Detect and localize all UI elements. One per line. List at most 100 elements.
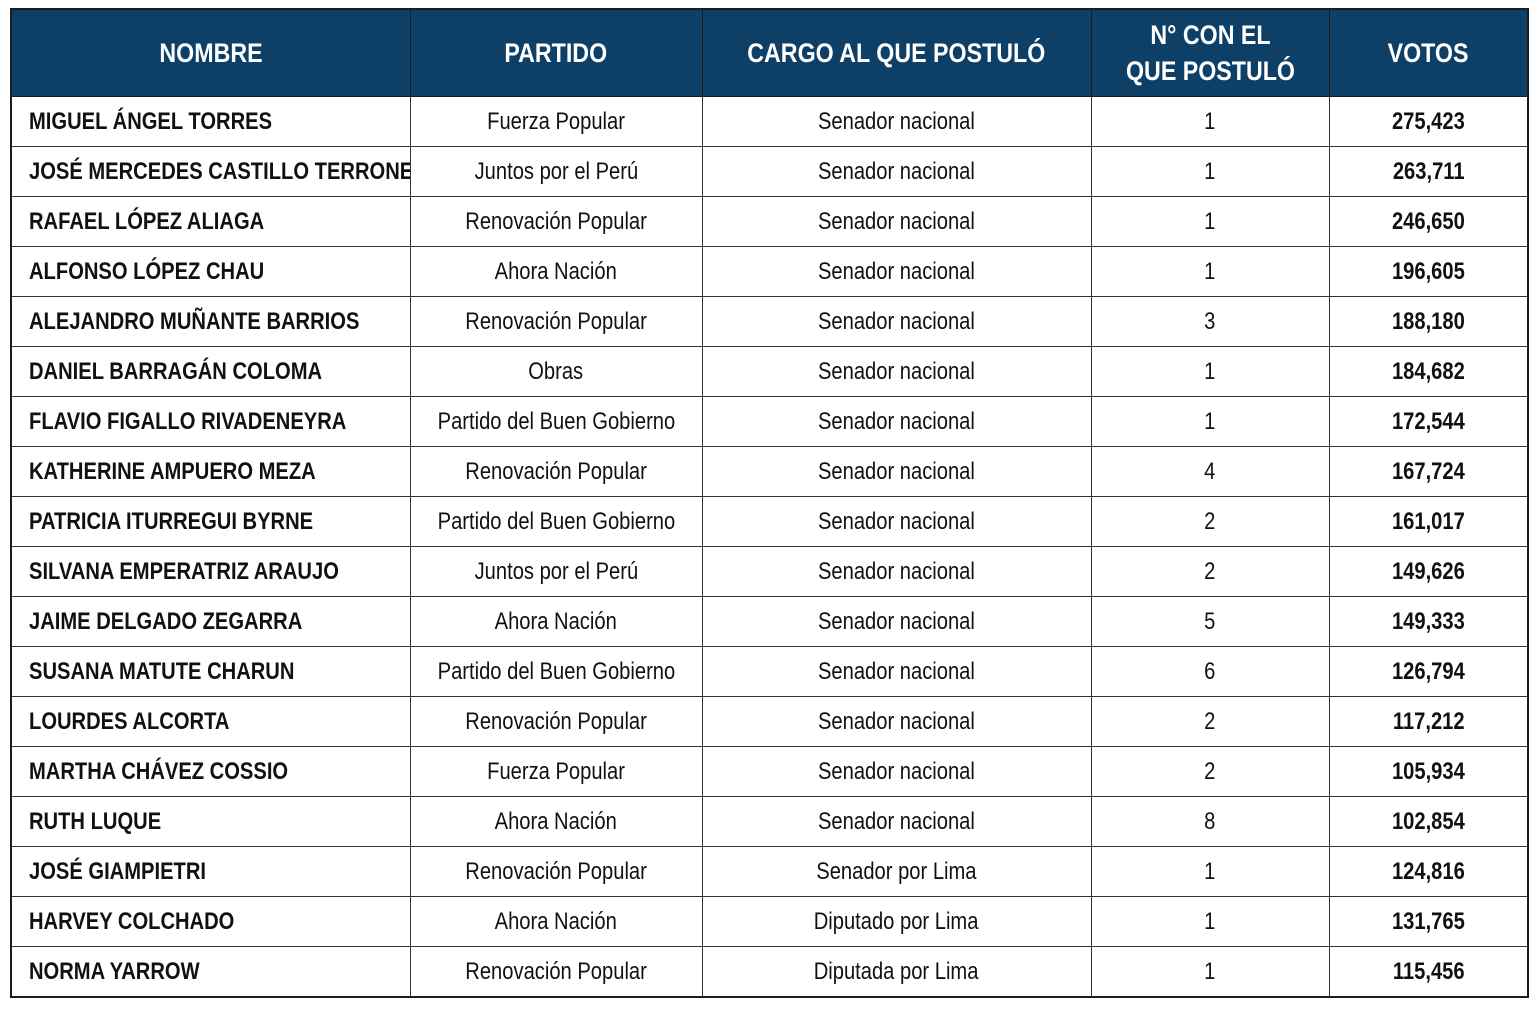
votes-cell: 105,934 bbox=[1328, 746, 1529, 797]
cell-text: Ahora Nación bbox=[494, 257, 618, 285]
header-cell: NOMBRE bbox=[10, 8, 411, 97]
cell-text: Juntos por el Perú bbox=[474, 557, 638, 585]
cell-text: Partido del Buen Gobierno bbox=[437, 507, 675, 535]
cell-text: 172,544 bbox=[1391, 407, 1465, 435]
party-cell: Renovación Popular bbox=[409, 446, 703, 497]
cell-text: SUSANA MATUTE CHARUN bbox=[29, 657, 295, 685]
cell-text: Renovación Popular bbox=[465, 707, 647, 735]
cell-text: 149,626 bbox=[1391, 557, 1465, 585]
table-row: HARVEY COLCHADO Ahora Nación Diputado por … bbox=[10, 896, 1529, 947]
table-row: JOSÉ GIAMPIETRI Renovación Popular Senador… bbox=[10, 846, 1529, 897]
votes-cell: 188,180 bbox=[1328, 296, 1529, 347]
name-cell: SILVANA EMPERATRIZ ARAUJO bbox=[10, 546, 411, 597]
votes-cell: 102,854 bbox=[1328, 796, 1529, 847]
office-cell: Senador nacional bbox=[701, 146, 1092, 197]
name-cell: JOSÉ GIAMPIETRI bbox=[10, 846, 411, 897]
cell-text: 124,816 bbox=[1391, 857, 1465, 885]
cell-text: 115,456 bbox=[1392, 957, 1465, 985]
cell-text: 6 bbox=[1204, 657, 1216, 685]
number-cell: 2 bbox=[1090, 546, 1330, 597]
cell-text: 131,765 bbox=[1391, 907, 1465, 935]
cell-text: Senador nacional bbox=[818, 607, 975, 635]
name-cell: ALFONSO LÓPEZ CHAU bbox=[10, 246, 411, 297]
office-cell: Senador nacional bbox=[701, 746, 1092, 797]
cell-text: 8 bbox=[1204, 807, 1216, 835]
name-cell: ALEJANDRO MUÑANTE BARRIOS bbox=[10, 296, 411, 347]
cell-text: FLAVIO FIGALLO RIVADENEYRA bbox=[29, 407, 347, 435]
header-cell: N° CON EL QUE POSTULÓ bbox=[1090, 8, 1330, 97]
cell-text: Renovación Popular bbox=[465, 857, 647, 885]
number-cell: 1 bbox=[1090, 346, 1330, 397]
party-cell: Juntos por el Perú bbox=[409, 546, 703, 597]
cell-text: Partido del Buen Gobierno bbox=[437, 657, 675, 685]
header-cell: PARTIDO bbox=[409, 8, 703, 97]
cell-text: 2 bbox=[1204, 507, 1216, 535]
cell-text: 117,212 bbox=[1392, 707, 1465, 735]
table-row: RAFAEL LÓPEZ ALIAGA Renovación Popular Sen… bbox=[10, 196, 1529, 247]
cell-text: Senador nacional bbox=[818, 457, 975, 485]
table-row: PATRICIA ITURREGUI BYRNE Partido del Buen… bbox=[10, 496, 1529, 547]
table-row: LOURDES ALCORTA Renovación Popular Senador… bbox=[10, 696, 1529, 747]
number-cell: 1 bbox=[1090, 946, 1330, 998]
cell-text: Senador nacional bbox=[818, 307, 975, 335]
table-row: MIGUEL ÁNGEL TORRES Fuerza Popular Senador… bbox=[10, 96, 1529, 147]
table-row: SILVANA EMPERATRIZ ARAUJO Juntos por el P… bbox=[10, 546, 1529, 597]
name-cell: MARTHA CHÁVEZ COSSIO bbox=[10, 746, 411, 797]
cell-text: 188,180 bbox=[1391, 307, 1465, 335]
table-row: JAIME DELGADO ZEGARRA Ahora Nación Senador… bbox=[10, 596, 1529, 647]
office-cell: Senador por Lima bbox=[701, 846, 1092, 897]
cell-text: Senador nacional bbox=[818, 357, 975, 385]
table-row: ALFONSO LÓPEZ CHAU Ahora Nación Senador na… bbox=[10, 246, 1529, 297]
cell-text: Renovación Popular bbox=[465, 457, 647, 485]
cell-text: Senador nacional bbox=[818, 257, 975, 285]
table-row: FLAVIO FIGALLO RIVADENEYRA Partido del Bu… bbox=[10, 396, 1529, 447]
party-cell: Renovación Popular bbox=[409, 696, 703, 747]
cell-text: Senador nacional bbox=[818, 157, 975, 185]
cell-text: 105,934 bbox=[1391, 757, 1465, 785]
name-cell: JAIME DELGADO ZEGARRA bbox=[10, 596, 411, 647]
cell-text: PATRICIA ITURREGUI BYRNE bbox=[29, 507, 314, 535]
number-cell: 1 bbox=[1090, 246, 1330, 297]
cell-text: JOSÉ GIAMPIETRI bbox=[29, 857, 206, 885]
office-cell: Senador nacional bbox=[701, 796, 1092, 847]
office-cell: Senador nacional bbox=[701, 246, 1092, 297]
party-cell: Ahora Nación bbox=[409, 596, 703, 647]
cell-text: DANIEL BARRAGÁN COLOMA bbox=[29, 357, 323, 385]
cell-text: N° CON EL QUE POSTULÓ bbox=[1125, 20, 1295, 86]
cell-text: Diputado por Lima bbox=[814, 907, 979, 935]
cell-text: Obras bbox=[528, 357, 584, 385]
cell-text: ALFONSO LÓPEZ CHAU bbox=[29, 257, 265, 285]
cell-text: 126,794 bbox=[1391, 657, 1465, 685]
votes-cell: 263,711 bbox=[1328, 146, 1529, 197]
cell-text: 263,711 bbox=[1392, 157, 1465, 185]
party-cell: Renovación Popular bbox=[409, 846, 703, 897]
votes-cell: 131,765 bbox=[1328, 896, 1529, 947]
office-cell: Senador nacional bbox=[701, 496, 1092, 547]
name-cell: HARVEY COLCHADO bbox=[10, 896, 411, 947]
table-row: DANIEL BARRAGÁN COLOMA Obras Senador nacio… bbox=[10, 346, 1529, 397]
cell-text: JOSÉ MERCEDES CASTILLO TERRONES bbox=[29, 157, 410, 185]
number-cell: 4 bbox=[1090, 446, 1330, 497]
cell-text: Ahora Nación bbox=[494, 807, 618, 835]
cell-text: SILVANA EMPERATRIZ ARAUJO bbox=[29, 557, 339, 585]
cell-text: Senador nacional bbox=[818, 507, 975, 535]
name-cell: JOSÉ MERCEDES CASTILLO TERRONES bbox=[10, 146, 411, 197]
number-cell: 8 bbox=[1090, 796, 1330, 847]
table-row: ALEJANDRO MUÑANTE BARRIOS Renovación Popu… bbox=[10, 296, 1529, 347]
votes-cell: 126,794 bbox=[1328, 646, 1529, 697]
office-cell: Senador nacional bbox=[701, 646, 1092, 697]
cell-text: 1 bbox=[1204, 357, 1216, 385]
votes-cell: 115,456 bbox=[1328, 946, 1529, 998]
cell-text: RUTH LUQUE bbox=[29, 807, 162, 835]
office-cell: Senador nacional bbox=[701, 696, 1092, 747]
cell-text: PARTIDO bbox=[504, 38, 608, 68]
number-cell: 1 bbox=[1090, 396, 1330, 447]
cell-text: JAIME DELGADO ZEGARRA bbox=[29, 607, 303, 635]
cell-text: Juntos por el Perú bbox=[474, 157, 638, 185]
table-row: NORMA YARROW Renovación Popular Diputada p… bbox=[10, 946, 1529, 998]
office-cell: Senador nacional bbox=[701, 596, 1092, 647]
cell-text: Ahora Nación bbox=[494, 607, 618, 635]
cell-text: NOMBRE bbox=[159, 38, 263, 68]
party-cell: Obras bbox=[409, 346, 703, 397]
name-cell: PATRICIA ITURREGUI BYRNE bbox=[10, 496, 411, 547]
